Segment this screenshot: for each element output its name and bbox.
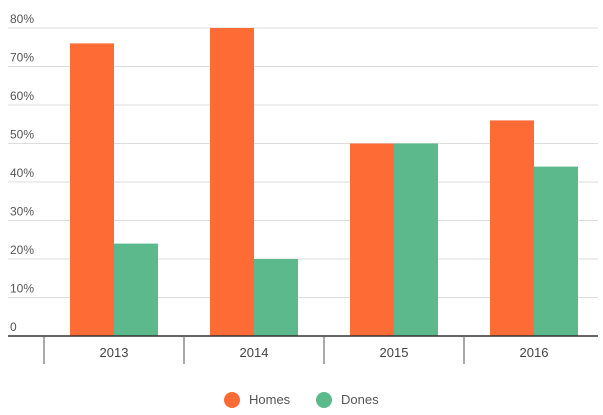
- bar-dones-2016: [534, 166, 578, 336]
- x-category-label: 2013: [100, 345, 129, 360]
- y-tick-label: 20%: [10, 243, 34, 257]
- bar-dones-2015: [394, 143, 438, 336]
- x-category-label: 2015: [380, 345, 409, 360]
- y-tick-label: 60%: [10, 89, 34, 103]
- x-axis: [8, 335, 598, 364]
- bar-homes-2016: [490, 120, 534, 337]
- bar-homes-2014: [210, 28, 254, 336]
- y-tick-label: 80%: [10, 12, 34, 26]
- y-tick-label: 40%: [10, 166, 34, 180]
- y-tick-label: 50%: [10, 128, 34, 142]
- bar-homes-2015: [350, 143, 394, 336]
- legend-label-homes: Homes: [249, 392, 291, 407]
- y-tick-label: 10%: [10, 282, 34, 296]
- x-category-label: 2014: [240, 345, 269, 360]
- bar-dones-2014: [254, 259, 298, 336]
- legend-label-dones: Dones: [341, 392, 379, 407]
- x-category-label: 2016: [520, 345, 549, 360]
- bar-dones-2013: [114, 243, 158, 336]
- y-tick-label: 0: [10, 320, 17, 334]
- bar-homes-2013: [70, 43, 114, 337]
- legend-swatch-dones: [316, 392, 332, 408]
- y-tick-label: 30%: [10, 205, 34, 219]
- y-tick-label: 70%: [10, 51, 34, 65]
- legend-swatch-homes: [224, 392, 240, 408]
- legend: Homes Dones: [224, 392, 379, 408]
- y-axis-ticks: 0 10% 20% 30% 40% 50% 60% 70% 80%: [10, 12, 34, 334]
- x-axis-labels: 2013 2014 2015 2016: [100, 345, 549, 360]
- bars: [70, 28, 578, 337]
